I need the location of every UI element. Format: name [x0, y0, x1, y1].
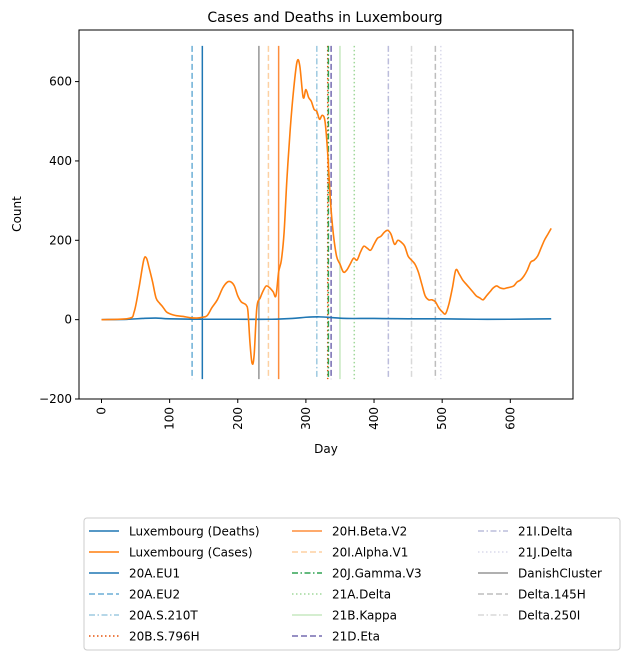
- legend-label: 21B.Kappa: [332, 609, 397, 623]
- x-tick-label: 500: [435, 407, 449, 430]
- x-tick-label: 400: [367, 407, 381, 430]
- legend-label: 20B.S.796H: [129, 630, 200, 644]
- legend-label: Luxembourg (Cases): [129, 546, 253, 560]
- x-tick-label: 600: [503, 407, 517, 430]
- chart-title: Cases and Deaths in Luxembourg: [207, 10, 442, 26]
- series-line-deaths: [101, 316, 552, 321]
- legend-label: DanishCluster: [518, 567, 602, 581]
- y-tick-label: 400: [49, 154, 72, 168]
- legend-label: 20A.EU1: [129, 567, 180, 581]
- y-tick-label: −200: [39, 392, 72, 406]
- legend-label: 20I.Alpha.V1: [332, 546, 408, 560]
- legend-label: Delta.250I: [518, 609, 580, 623]
- series-line-cases: [101, 58, 552, 365]
- legend-label: 20A.S.210T: [129, 609, 198, 623]
- y-tick-label: 600: [49, 75, 72, 89]
- x-tick-label: 200: [231, 407, 245, 430]
- legend-label: 20A.EU2: [129, 588, 180, 602]
- series-lines: [101, 58, 552, 365]
- plot-frame: [78, 29, 574, 400]
- y-axis: −200 0 200 400 600: [39, 75, 79, 406]
- x-axis-label: Day: [314, 442, 338, 456]
- variant-lines: [191, 45, 442, 380]
- x-tick-label: 300: [299, 407, 313, 430]
- legend: Luxembourg (Deaths) Luxembourg (Cases) 20A…: [83, 517, 621, 651]
- x-tick-label: 100: [163, 407, 177, 430]
- legend-label: 21I.Delta: [518, 525, 573, 539]
- legend-label: 21D.Eta: [332, 630, 380, 644]
- legend-label: 20H.Beta.V2: [332, 525, 407, 539]
- legend-label: 20J.Gamma.V3: [332, 567, 422, 581]
- y-tick-label: 0: [64, 313, 72, 327]
- y-axis-label: Count: [10, 196, 24, 232]
- legend-label: Delta.145H: [518, 588, 586, 602]
- x-tick-label: 0: [94, 407, 108, 415]
- legend-label: 21A.Delta: [332, 588, 391, 602]
- x-axis: 0 100 200 300 400 500 600: [94, 399, 517, 430]
- legend-label: Luxembourg (Deaths): [129, 525, 260, 539]
- legend-label: 21J.Delta: [518, 546, 573, 560]
- y-tick-label: 200: [49, 233, 72, 247]
- legend-frame: [83, 517, 621, 651]
